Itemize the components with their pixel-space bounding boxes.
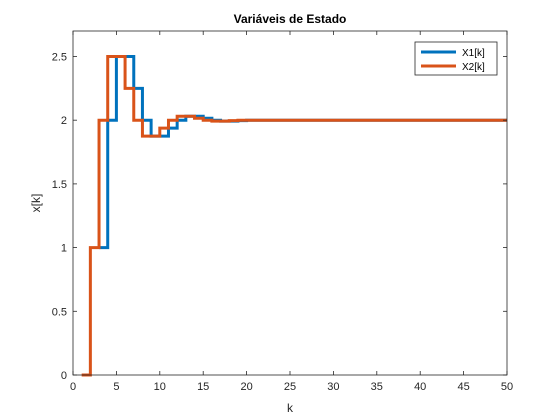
x-tick-label: 5 [113,381,119,393]
x-tick-label: 35 [371,381,383,393]
tick-layer: 0 5 10 15 20 25 30 35 40 45 50 0 0.5 1 1.5 2 2.5 [52,31,513,393]
y-tick-label: 1 [61,243,67,255]
series-layer [81,54,507,377]
y-tick-label: 2.5 [52,51,67,63]
legend-label-x1: X1[k] [462,48,485,59]
legend-box [414,41,498,76]
x-tick-label: 0 [70,381,76,393]
y-tick-label: 0.5 [52,306,67,318]
x-tick-label: 45 [457,381,469,393]
x-tick-label: 10 [154,381,166,393]
chart-title: Variáveis de Estado [234,12,347,26]
y-axis-label: x[k] [29,194,43,213]
x-axis-label: k [287,401,294,415]
y-tick-label: 2 [61,115,67,127]
y-tick-label: 0 [61,370,67,382]
y-tick-label: 1.5 [52,179,67,191]
x-tick-label: 25 [284,381,296,393]
x-tick-label: 50 [501,381,513,393]
x-tick-label: 30 [327,381,339,393]
legend-label-x2: X2[k] [462,62,485,73]
x-tick-label: 40 [414,381,426,393]
x-tick-label: 15 [197,381,209,393]
plot-area [73,31,507,375]
x-tick-label: 20 [240,381,252,393]
series-line-2 [81,54,507,377]
legend: X1[k] X2[k] [414,41,498,76]
